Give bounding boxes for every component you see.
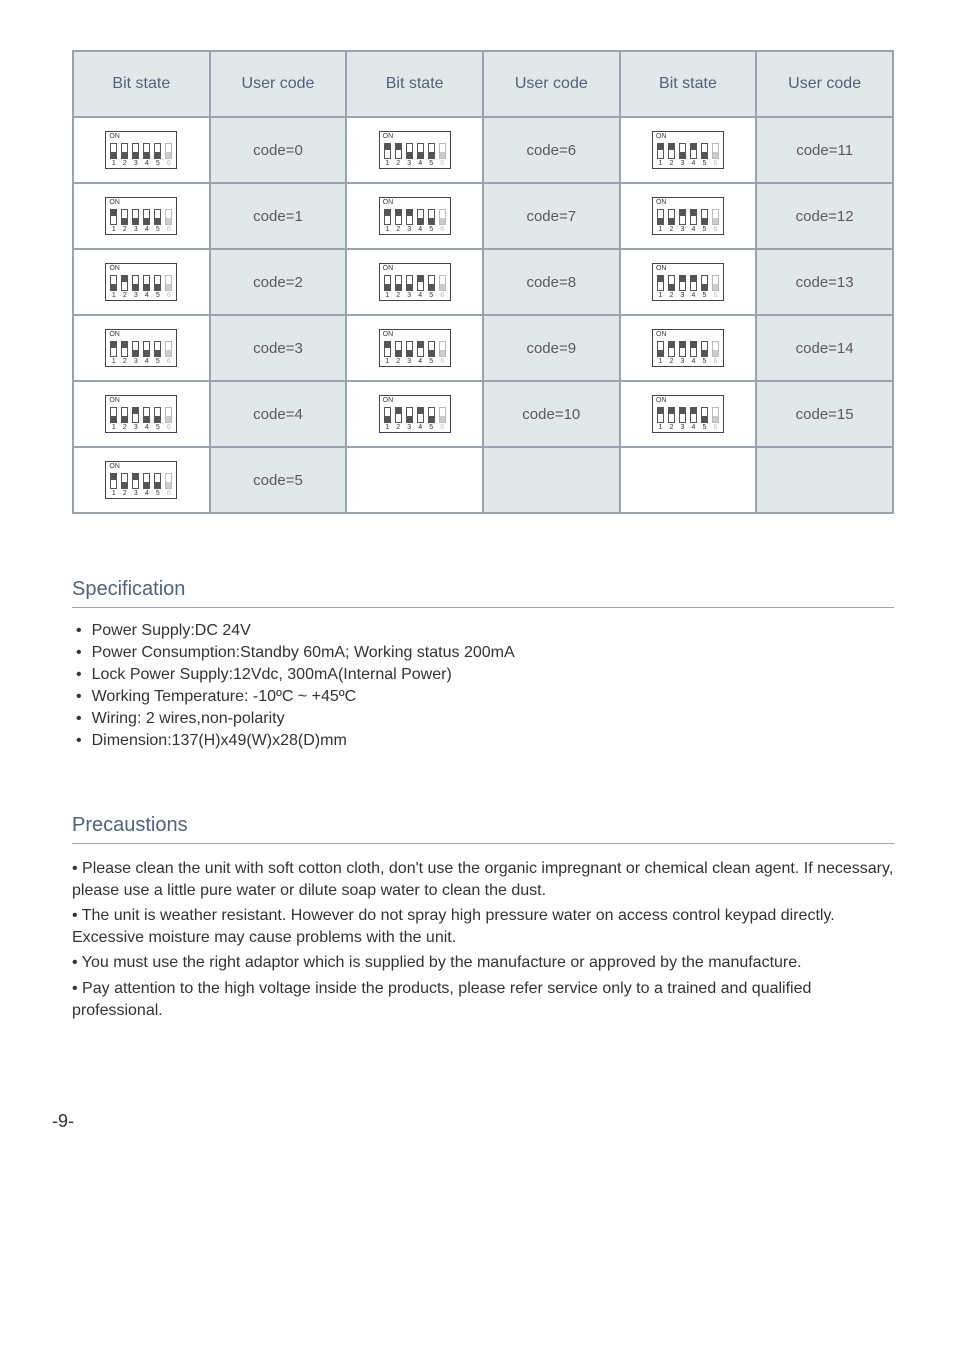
bitstate-cell: ON123456 — [620, 249, 757, 315]
usercode-cell: code=5 — [210, 447, 347, 513]
bitstate-cell: ON123456 — [73, 249, 210, 315]
bitstate-cell: ON123456 — [346, 117, 483, 183]
dip-switch-icon: ON123456 — [652, 131, 724, 169]
bitstate-cell: ON123456 — [620, 117, 757, 183]
bitstate-cell: ON123456 — [346, 381, 483, 447]
bitstate-cell: ON123456 — [73, 183, 210, 249]
bitstate-cell: ON123456 — [346, 315, 483, 381]
bitstate-cell — [620, 447, 757, 513]
bitstate-cell: ON123456 — [73, 117, 210, 183]
table-row: ON123456 code=3 ON123456 code=9 ON123456 code… — [73, 315, 893, 381]
bitstate-cell — [346, 447, 483, 513]
usercode-cell: code=14 — [756, 315, 893, 381]
usercode-cell: code=8 — [483, 249, 620, 315]
dip-switch-icon: ON123456 — [105, 329, 177, 367]
col-bitstate: Bit state — [620, 51, 757, 117]
bitstate-cell: ON123456 — [73, 381, 210, 447]
col-bitstate: Bit state — [73, 51, 210, 117]
usercode-cell: code=9 — [483, 315, 620, 381]
usercode-cell: code=11 — [756, 117, 893, 183]
usercode-table: Bit state User code Bit state User code … — [72, 50, 894, 514]
specification-heading: Specification — [72, 578, 894, 601]
dip-switch-icon: ON123456 — [652, 329, 724, 367]
dip-switch-icon: ON123456 — [652, 395, 724, 433]
table-row: ON123456 code=1 ON123456 code=7 ON123456 code… — [73, 183, 893, 249]
dip-switch-icon: ON123456 — [105, 131, 177, 169]
spec-item: Power Consumption:Standby 60mA; Working … — [76, 644, 894, 662]
usercode-cell: code=3 — [210, 315, 347, 381]
page-number: -9- — [52, 1111, 894, 1132]
dip-switch-icon: ON123456 — [105, 197, 177, 235]
bitstate-cell: ON123456 — [620, 381, 757, 447]
dip-switch-icon: ON123456 — [105, 395, 177, 433]
dip-switch-icon: ON123456 — [652, 197, 724, 235]
col-usercode: User code — [483, 51, 620, 117]
dip-switch-icon: ON123456 — [379, 395, 451, 433]
spec-item: Working Temperature: -10ºC ~ +45ºC — [76, 688, 894, 706]
bitstate-cell: ON123456 — [73, 315, 210, 381]
usercode-cell: code=4 — [210, 381, 347, 447]
precaution-item: • The unit is weather resistant. However… — [72, 905, 894, 948]
usercode-cell: code=0 — [210, 117, 347, 183]
divider — [72, 607, 894, 608]
table-row: ON123456 code=4 ON123456 code=10 ON123456 cod… — [73, 381, 893, 447]
usercode-cell: code=10 — [483, 381, 620, 447]
dip-switch-icon: ON123456 — [379, 197, 451, 235]
divider — [72, 843, 894, 844]
usercode-cell — [756, 447, 893, 513]
specification-list: Power Supply:DC 24V Power Consumption:Sta… — [72, 622, 894, 750]
usercode-cell: code=1 — [210, 183, 347, 249]
bitstate-cell: ON123456 — [346, 249, 483, 315]
table-row: ON123456 code=2 ON123456 code=8 ON123456 code… — [73, 249, 893, 315]
table-row: ON123456 code=0 ON123456 code=6 ON123456 code… — [73, 117, 893, 183]
spec-item: Lock Power Supply:12Vdc, 300mA(Internal … — [76, 666, 894, 684]
dip-switch-icon: ON123456 — [379, 131, 451, 169]
spec-item: Dimension:137(H)x49(W)x28(D)mm — [76, 732, 894, 750]
dip-switch-icon: ON123456 — [379, 329, 451, 367]
usercode-cell: code=12 — [756, 183, 893, 249]
usercode-cell: code=2 — [210, 249, 347, 315]
bitstate-cell: ON123456 — [620, 183, 757, 249]
precaution-item: • Please clean the unit with soft cotton… — [72, 858, 894, 901]
col-usercode: User code — [756, 51, 893, 117]
col-usercode: User code — [210, 51, 347, 117]
bitstate-cell: ON123456 — [73, 447, 210, 513]
bitstate-cell: ON123456 — [346, 183, 483, 249]
col-bitstate: Bit state — [346, 51, 483, 117]
spec-item: Power Supply:DC 24V — [76, 622, 894, 640]
table-row: ON123456 code=5 — [73, 447, 893, 513]
bitstate-cell: ON123456 — [620, 315, 757, 381]
dip-switch-icon: ON123456 — [105, 263, 177, 301]
precautions-list: • Please clean the unit with soft cotton… — [72, 858, 894, 1021]
precaution-item: • Pay attention to the high voltage insi… — [72, 978, 894, 1021]
usercode-cell: code=6 — [483, 117, 620, 183]
dip-switch-icon: ON123456 — [379, 263, 451, 301]
dip-switch-icon: ON123456 — [105, 461, 177, 499]
dip-switch-icon: ON123456 — [652, 263, 724, 301]
usercode-cell: code=15 — [756, 381, 893, 447]
usercode-cell: code=13 — [756, 249, 893, 315]
table-header-row: Bit state User code Bit state User code … — [73, 51, 893, 117]
usercode-cell: code=7 — [483, 183, 620, 249]
precaution-item: • You must use the right adaptor which i… — [72, 952, 894, 974]
usercode-cell — [483, 447, 620, 513]
precautions-heading: Precaustions — [72, 814, 894, 837]
spec-item: Wiring: 2 wires,non-polarity — [76, 710, 894, 728]
